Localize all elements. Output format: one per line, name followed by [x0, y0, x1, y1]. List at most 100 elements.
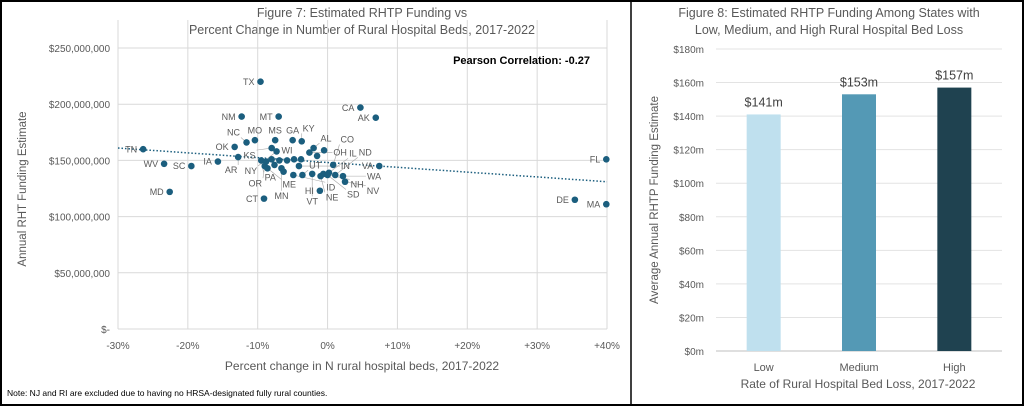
- point-label: VT: [306, 197, 318, 207]
- data-point-wa: [339, 172, 347, 180]
- point-label: SC: [173, 161, 186, 171]
- point-label: SD: [347, 190, 360, 200]
- point-label: PA: [265, 173, 276, 183]
- label-leader-line: [327, 174, 347, 190]
- point-label: OR: [248, 178, 262, 188]
- bar-medium: [842, 94, 876, 352]
- data-point-ky: [298, 137, 306, 145]
- point-label: TN: [125, 144, 137, 154]
- bar-title-line1: Figure 8: Estimated RHTP Funding Among S…: [678, 6, 979, 20]
- point-label: MA: [587, 199, 601, 209]
- point-label: KY: [303, 124, 315, 134]
- label-leader-line: [344, 181, 366, 186]
- data-point-ok: [231, 143, 238, 151]
- y-tick-label: $160m: [673, 79, 704, 90]
- data-point-wi: [283, 157, 291, 164]
- point-label: UT: [309, 160, 321, 170]
- scatter-chart: Figure 7: Estimated RHTP Funding vs Perc…: [7, 6, 620, 398]
- bar-data-label: $141m: [745, 95, 783, 109]
- data-point-mt: [275, 113, 282, 120]
- point-label: NY: [245, 166, 258, 176]
- data-point-id: [290, 171, 297, 179]
- x-tick-label: Low: [754, 362, 774, 374]
- point-label: CA: [342, 103, 355, 113]
- data-point: [297, 155, 305, 163]
- y-tick-label: $0m: [685, 347, 704, 358]
- data-point: [271, 161, 278, 169]
- data-point: [268, 155, 275, 163]
- point-label: VA: [362, 161, 373, 171]
- y-tick-label: $200,000,000: [49, 100, 111, 111]
- scatter-x-axis-label: Percent change in N rural hospital beds,…: [225, 359, 500, 373]
- x-tick-label: +20%: [454, 341, 480, 352]
- point-label: FL: [590, 154, 601, 164]
- x-tick-label: -10%: [246, 341, 269, 352]
- point-label: NV: [367, 186, 380, 196]
- data-point-tn: [139, 145, 147, 153]
- data-point-ne: [317, 172, 324, 180]
- data-point: [276, 157, 283, 164]
- point-label: TX: [243, 77, 255, 87]
- data-point-ut: [299, 171, 306, 179]
- data-point-ks: [268, 144, 275, 152]
- point-label: IL: [349, 149, 357, 159]
- scatter-title-line2: Percent Change in Number of Rural Hospit…: [189, 23, 535, 37]
- data-point-sd: [324, 171, 331, 179]
- point-label: NE: [326, 193, 339, 203]
- y-tick-label: $60m: [679, 246, 704, 257]
- point-label: MO: [248, 125, 263, 135]
- bar-x-axis-label: Rate of Rural Hospital Bed Loss, 2017-20…: [741, 377, 976, 391]
- data-point-vt: [308, 170, 316, 178]
- data-point-al: [310, 144, 317, 152]
- bar-high: [937, 87, 972, 351]
- data-point-ms: [271, 136, 279, 144]
- pearson-annotation: Pearson Correlation: -0.27: [453, 55, 590, 67]
- bar-low: [746, 114, 781, 351]
- point-label: CO: [340, 135, 354, 145]
- point-label: MD: [150, 187, 164, 197]
- y-tick-label: $100,000,000: [49, 213, 111, 224]
- x-tick-label: +40%: [594, 341, 620, 352]
- point-label: MT: [260, 112, 273, 122]
- point-label: OH: [333, 148, 347, 158]
- data-point: [280, 168, 287, 175]
- y-tick-label: $-: [101, 325, 110, 336]
- point-label: GA: [286, 125, 299, 135]
- data-point-co: [329, 161, 337, 169]
- bar-title-line2: Low, Medium, and High Rural Hospital Bed…: [695, 23, 963, 37]
- point-label: IA: [203, 157, 212, 167]
- point-label: CT: [246, 194, 258, 204]
- x-tick-label: +10%: [384, 341, 410, 352]
- bar-data-label: $153m: [840, 75, 878, 89]
- data-point-fl: [603, 155, 610, 163]
- y-tick-label: $140m: [673, 112, 704, 123]
- data-point-ar: [234, 153, 242, 161]
- point-label: ND: [359, 148, 372, 158]
- label-leader-line: [335, 157, 358, 176]
- y-tick-label: $100m: [673, 179, 704, 190]
- point-label: ME: [282, 180, 296, 190]
- data-point-ga: [289, 136, 296, 144]
- point-label: MS: [268, 125, 282, 135]
- point-label: NC: [227, 128, 240, 138]
- point-label: KS: [243, 150, 255, 160]
- footnote: Note: NJ and RI are excluded due to havi…: [7, 388, 327, 398]
- data-point-ak: [372, 114, 380, 121]
- data-point-va: [375, 162, 383, 170]
- x-tick-label: -20%: [176, 341, 199, 352]
- data-point-ia: [214, 158, 222, 165]
- bar-chart: Figure 8: Estimated RHTP Funding Among S…: [649, 6, 1002, 391]
- data-point-nm: [238, 113, 245, 120]
- data-point-nv: [341, 178, 349, 186]
- point-label: IN: [341, 161, 350, 171]
- point-label: WA: [367, 171, 381, 181]
- bar-data-label: $157m: [935, 69, 973, 83]
- point-label: ID: [326, 182, 336, 192]
- data-point-wv: [160, 160, 168, 168]
- point-label: MN: [274, 191, 288, 201]
- x-tick-label: -30%: [106, 341, 129, 352]
- data-point-nd: [331, 171, 339, 179]
- point-label: AR: [225, 165, 238, 175]
- point-label: WI: [282, 146, 293, 156]
